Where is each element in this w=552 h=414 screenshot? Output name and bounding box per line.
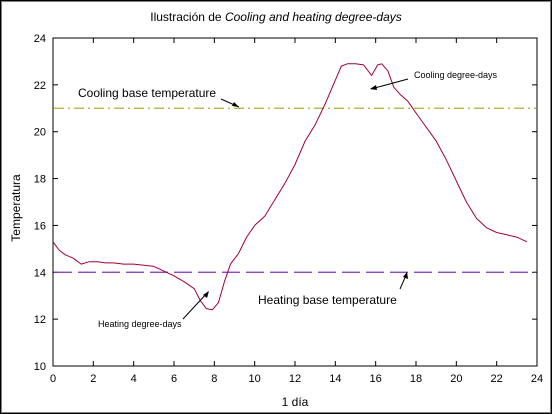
x-tick-label: 10 bbox=[249, 373, 261, 385]
x-axis: 0 2 4 6 8 10 12 14 16 18 20 22 24 bbox=[50, 38, 543, 385]
y-axis: 10 12 14 16 18 20 22 24 bbox=[34, 33, 537, 373]
y-tick-label: 22 bbox=[34, 80, 46, 92]
x-tick-label: 24 bbox=[531, 373, 543, 385]
heating-dd-arrow bbox=[182, 291, 209, 320]
chart-title-italic: Cooling and heating degree-days bbox=[225, 10, 402, 24]
heating-dd-arrowhead bbox=[203, 291, 209, 298]
reference-lines bbox=[54, 107, 536, 273]
x-tick-label: 18 bbox=[410, 373, 422, 385]
heating-dd-label: Heating degree-days bbox=[98, 319, 182, 329]
y-tick-label: 24 bbox=[34, 33, 46, 45]
chart-title-prefix: Ilustración de bbox=[150, 10, 225, 24]
x-tick-label: 0 bbox=[50, 373, 56, 385]
y-tick-label: 12 bbox=[34, 314, 46, 326]
x-tick-label: 4 bbox=[131, 373, 137, 385]
heating-base-arrowhead bbox=[403, 272, 408, 279]
x-tick-label: 6 bbox=[171, 373, 177, 385]
y-axis-title: Temperatura bbox=[9, 174, 23, 242]
series-group bbox=[52, 63, 528, 311]
x-tick-label: 14 bbox=[329, 373, 341, 385]
y-tick-label: 16 bbox=[34, 220, 46, 232]
x-tick-label: 8 bbox=[211, 373, 217, 385]
y-tick-label: 20 bbox=[34, 127, 46, 139]
temperature-series-line bbox=[52, 63, 528, 311]
y-tick-label: 14 bbox=[34, 267, 46, 279]
cooling-base-label: Cooling base temperature bbox=[78, 86, 216, 100]
y-tick-label: 10 bbox=[34, 361, 46, 373]
annotation-arrows bbox=[182, 78, 409, 320]
plot-area bbox=[52, 37, 538, 367]
chart-title: Ilustración de Cooling and heating degre… bbox=[150, 10, 402, 24]
x-tick-label: 20 bbox=[450, 373, 462, 385]
x-tick-label: 12 bbox=[289, 373, 301, 385]
x-tick-label: 16 bbox=[370, 373, 382, 385]
heating-base-label: Heating base temperature bbox=[258, 293, 397, 307]
x-tick-label: 22 bbox=[491, 373, 503, 385]
x-axis-title: 1 día bbox=[282, 395, 309, 409]
y-tick-label: 18 bbox=[34, 174, 46, 186]
x-tick-label: 2 bbox=[90, 373, 96, 385]
cooling-dd-arrow bbox=[370, 78, 409, 90]
cooling-dd-arrowhead bbox=[370, 85, 377, 90]
cooling-dd-label: Cooling degree-days bbox=[414, 70, 498, 80]
cooling-base-arrowhead bbox=[232, 102, 239, 107]
